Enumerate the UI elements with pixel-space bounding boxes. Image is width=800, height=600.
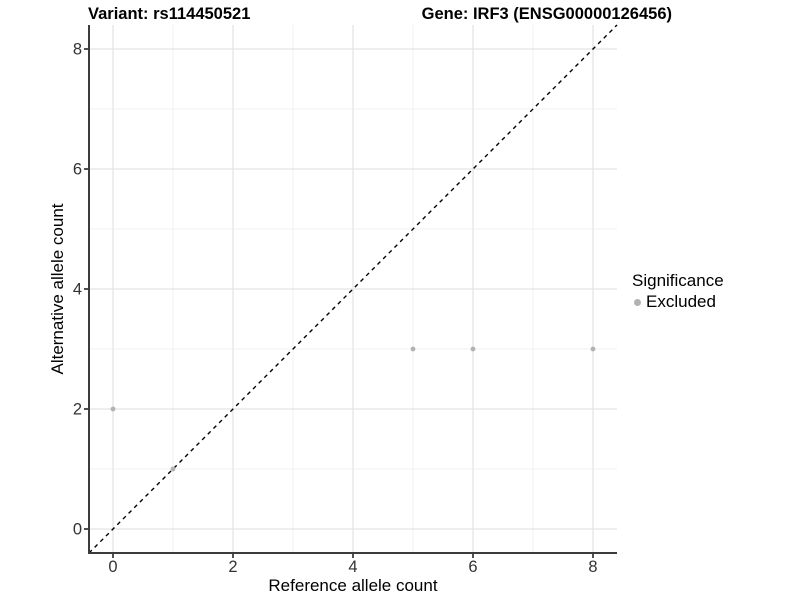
x-tick-label: 4 [348, 558, 357, 576]
x-axis-title: Reference allele count [268, 576, 438, 595]
data-point [110, 406, 116, 412]
legend-item-excluded: Excluded [632, 292, 724, 312]
data-point [590, 346, 596, 352]
y-tick-label: 0 [73, 521, 82, 539]
legend-title: Significance [632, 271, 724, 290]
y-tick-label: 8 [73, 41, 82, 59]
x-tick-label: 0 [108, 558, 117, 576]
plot-title-variant: Variant: rs114450521 [88, 5, 251, 23]
x-tick-label: 2 [228, 558, 237, 576]
x-tick-label: 6 [468, 558, 477, 576]
legend-point-icon [634, 298, 641, 306]
plot-title-gene: Gene: IRF3 (ENSG00000126456) [421, 5, 672, 23]
data-point [170, 466, 176, 472]
y-tick-label: 6 [73, 161, 82, 179]
legend-item-label: Excluded [646, 292, 716, 311]
y-tick-label: 2 [73, 401, 82, 419]
data-point [410, 346, 416, 352]
legend: Significance Excluded [632, 271, 724, 312]
data-point [470, 346, 476, 352]
y-tick-label: 4 [73, 281, 82, 299]
x-tick-label: 8 [588, 558, 597, 576]
y-axis-title: Alternative allele count [48, 203, 67, 375]
